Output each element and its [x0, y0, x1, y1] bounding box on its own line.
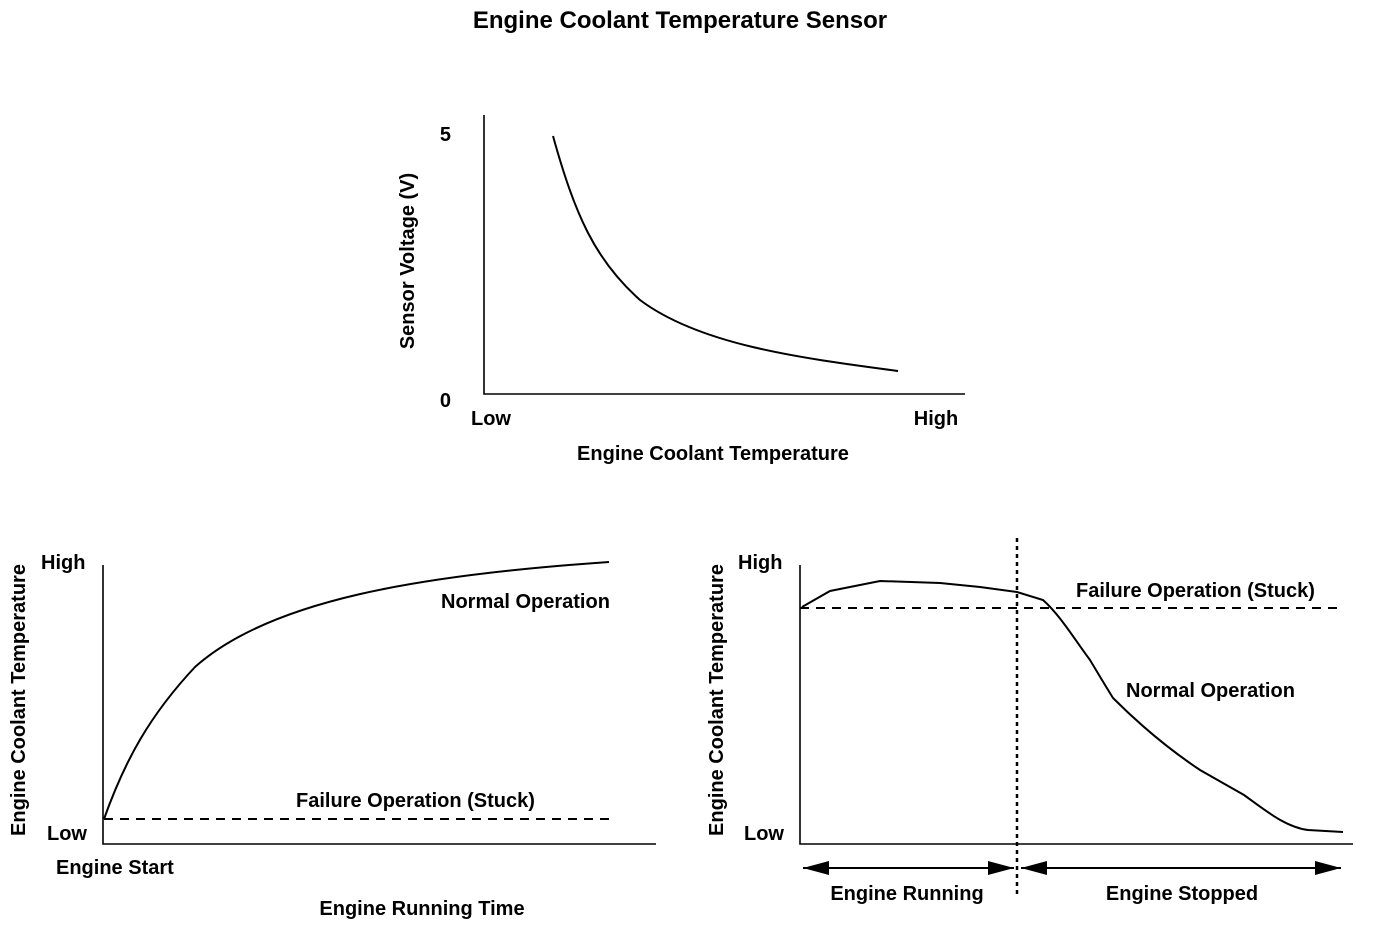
left-normal-curve [103, 561, 610, 820]
left-y-low: Low [47, 823, 87, 845]
right-chart-ylabel: Engine Coolant Temperature [706, 564, 728, 836]
left-chart-axes [102, 565, 656, 845]
engine-stopped-arrow-right-head [1315, 861, 1341, 875]
right-y-high: High [738, 552, 782, 574]
left-normal-label: Normal Operation [441, 591, 610, 613]
engine-stopped-arrow-left-head [1021, 861, 1047, 875]
engine-running-arrow-left-head [803, 861, 829, 875]
top-chart-xlabel: Engine Coolant Temperature [577, 443, 849, 465]
right-failure-label: Failure Operation (Stuck) [1076, 580, 1315, 602]
right-y-low: Low [744, 823, 784, 845]
y-tick-max: 5 [440, 124, 451, 146]
left-failure-label: Failure Operation (Stuck) [296, 790, 535, 812]
engine-stop-chart: High Low Engine Coolant Temperature Fail… [706, 538, 1353, 905]
left-chart-ylabel: Engine Coolant Temperature [8, 564, 30, 836]
top-chart-ylabel: Sensor Voltage (V) [397, 173, 419, 349]
diagram-title: Engine Coolant Temperature Sensor [473, 7, 887, 34]
x-tick-high: High [914, 408, 958, 430]
left-chart-xlabel: Engine Running Time [319, 898, 524, 920]
right-chart-axes [799, 565, 1353, 845]
top-chart-axes [483, 115, 965, 395]
right-normal-curve [801, 579, 1344, 833]
y-tick-min: 0 [440, 390, 451, 412]
left-x-start: Engine Start [56, 857, 174, 879]
engine-running-label: Engine Running [830, 883, 983, 905]
voltage-curve [552, 135, 899, 372]
engine-running-arrow-right-head [988, 861, 1014, 875]
sensor-voltage-chart: 5 0 Sensor Voltage (V) Low High Engine C… [397, 115, 965, 465]
running-time-chart: High Low Engine Coolant Temperature Norm… [8, 552, 656, 920]
right-normal-label: Normal Operation [1126, 680, 1295, 702]
engine-stopped-label: Engine Stopped [1106, 883, 1258, 905]
left-y-high: High [41, 552, 85, 574]
x-tick-low: Low [471, 408, 511, 430]
